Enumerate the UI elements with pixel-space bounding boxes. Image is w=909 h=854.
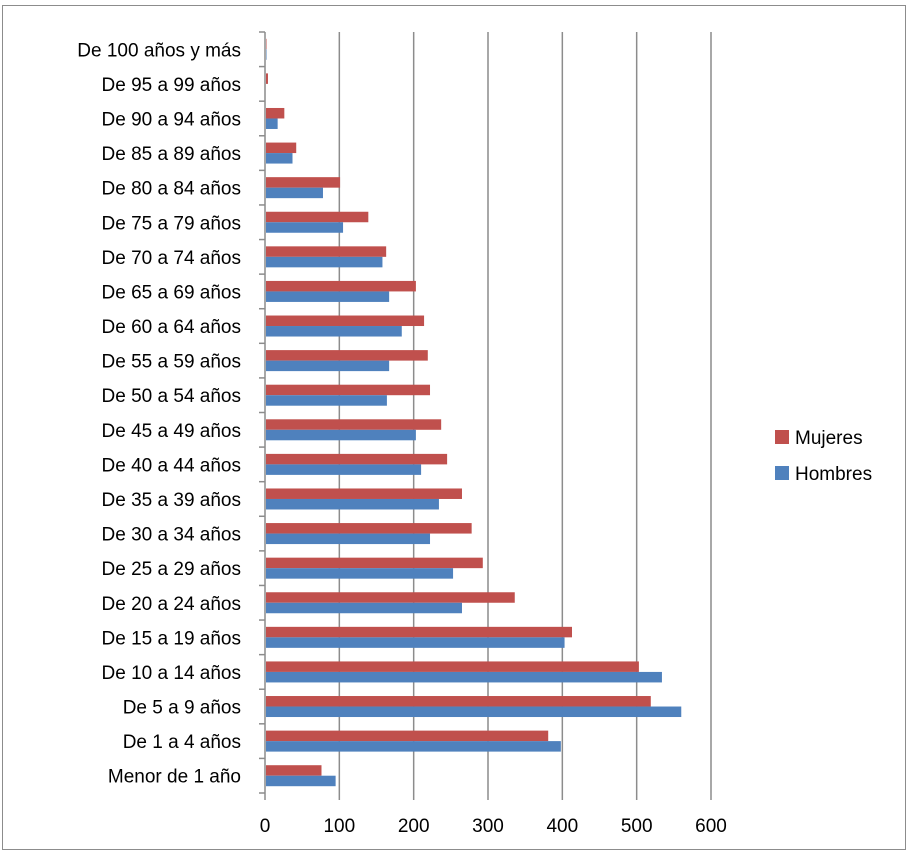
bar-hombres (266, 326, 402, 337)
bar-hombres (266, 291, 390, 302)
bar-mujeres (266, 626, 572, 638)
category-label: De 5 a 9 años (123, 698, 241, 719)
bar-mujeres (266, 661, 639, 672)
bar-mujeres (266, 488, 462, 499)
bar-hombres (266, 498, 439, 510)
x-tick-label: 200 (398, 816, 430, 837)
x-tick-label: 100 (323, 816, 355, 837)
bar-hombres (266, 464, 422, 475)
category-label: De 40 a 44 años (102, 455, 241, 476)
bar-hombres (266, 706, 682, 718)
bar-mujeres (266, 177, 341, 188)
bar-mujeres (266, 107, 285, 119)
bar-hombres (266, 429, 416, 441)
legend-swatch-hombres (775, 466, 789, 480)
category-label: De 50 a 54 años (102, 386, 241, 407)
category-label: De 80 a 84 años (102, 179, 241, 200)
bar-hombres (266, 775, 336, 787)
bar-hombres (266, 602, 462, 614)
bar-mujeres (266, 384, 431, 396)
x-tick-label: 300 (472, 816, 504, 837)
bar-hombres (266, 256, 383, 268)
x-tick-label: 500 (621, 816, 653, 837)
x-tick-label: 400 (546, 816, 578, 837)
bar-hombres (266, 153, 293, 164)
x-tick-label: 600 (695, 816, 727, 837)
category-label: De 65 a 69 años (102, 282, 241, 303)
category-label: De 85 a 89 años (102, 144, 241, 165)
category-label: Menor de 1 año (108, 767, 241, 788)
bar-hombres (266, 568, 454, 579)
bar-mujeres (266, 142, 297, 154)
bar-hombres (266, 360, 390, 372)
bar-mujeres (266, 730, 549, 742)
category-label: De 15 a 19 años (102, 628, 241, 649)
bar-hombres (266, 118, 278, 129)
bar-mujeres (266, 246, 387, 257)
category-label: De 90 a 94 años (102, 109, 241, 130)
bar-mujeres (266, 73, 268, 84)
legend: Mujeres Hombres (775, 428, 872, 485)
bar-hombres (266, 637, 565, 648)
category-label: De 1 a 4 años (123, 732, 241, 753)
bar-mujeres (266, 315, 425, 327)
category-label: De 70 a 74 años (102, 248, 241, 269)
bar-hombres (266, 187, 323, 199)
bar-hombres (266, 671, 662, 683)
category-label: De 20 a 24 años (102, 594, 241, 615)
category-label: De 95 a 99 años (102, 75, 241, 96)
tick-labels: 0 100 200 300 400 500 600 Menor de 1 año De 1 a … (77, 40, 727, 837)
bar-mujeres (266, 453, 448, 465)
category-label: De 30 a 34 años (102, 525, 241, 546)
bar-mujeres (266, 696, 651, 707)
category-label: De 10 a 14 años (102, 663, 241, 684)
axes (259, 31, 712, 800)
category-label: De 60 a 64 años (102, 317, 241, 338)
bars (266, 38, 682, 787)
bar-mujeres (266, 557, 483, 569)
bar-mujeres (266, 592, 515, 603)
category-label: De 25 a 29 años (102, 559, 241, 580)
bar-hombres (266, 395, 387, 406)
bar-hombres (266, 741, 561, 752)
category-label: De 100 años y más (77, 40, 241, 61)
category-label: De 75 a 79 años (102, 213, 241, 234)
bar-hombres (266, 222, 344, 233)
legend-label-hombres: Hombres (795, 464, 872, 485)
category-label: De 35 a 39 años (102, 490, 241, 511)
x-tick-label: 0 (260, 816, 271, 837)
category-label: De 45 a 49 años (102, 421, 241, 442)
category-label: De 55 a 59 años (102, 352, 241, 373)
bar-mujeres (266, 419, 442, 430)
bar-mujeres (266, 765, 322, 776)
bar-mujeres (266, 280, 416, 292)
bar-mujeres (266, 211, 369, 223)
bar-mujeres (266, 523, 472, 534)
bar-mujeres (266, 350, 428, 361)
legend-swatch-mujeres (775, 430, 789, 444)
bar-hombres (266, 533, 431, 545)
legend-label-mujeres: Mujeres (795, 428, 863, 449)
